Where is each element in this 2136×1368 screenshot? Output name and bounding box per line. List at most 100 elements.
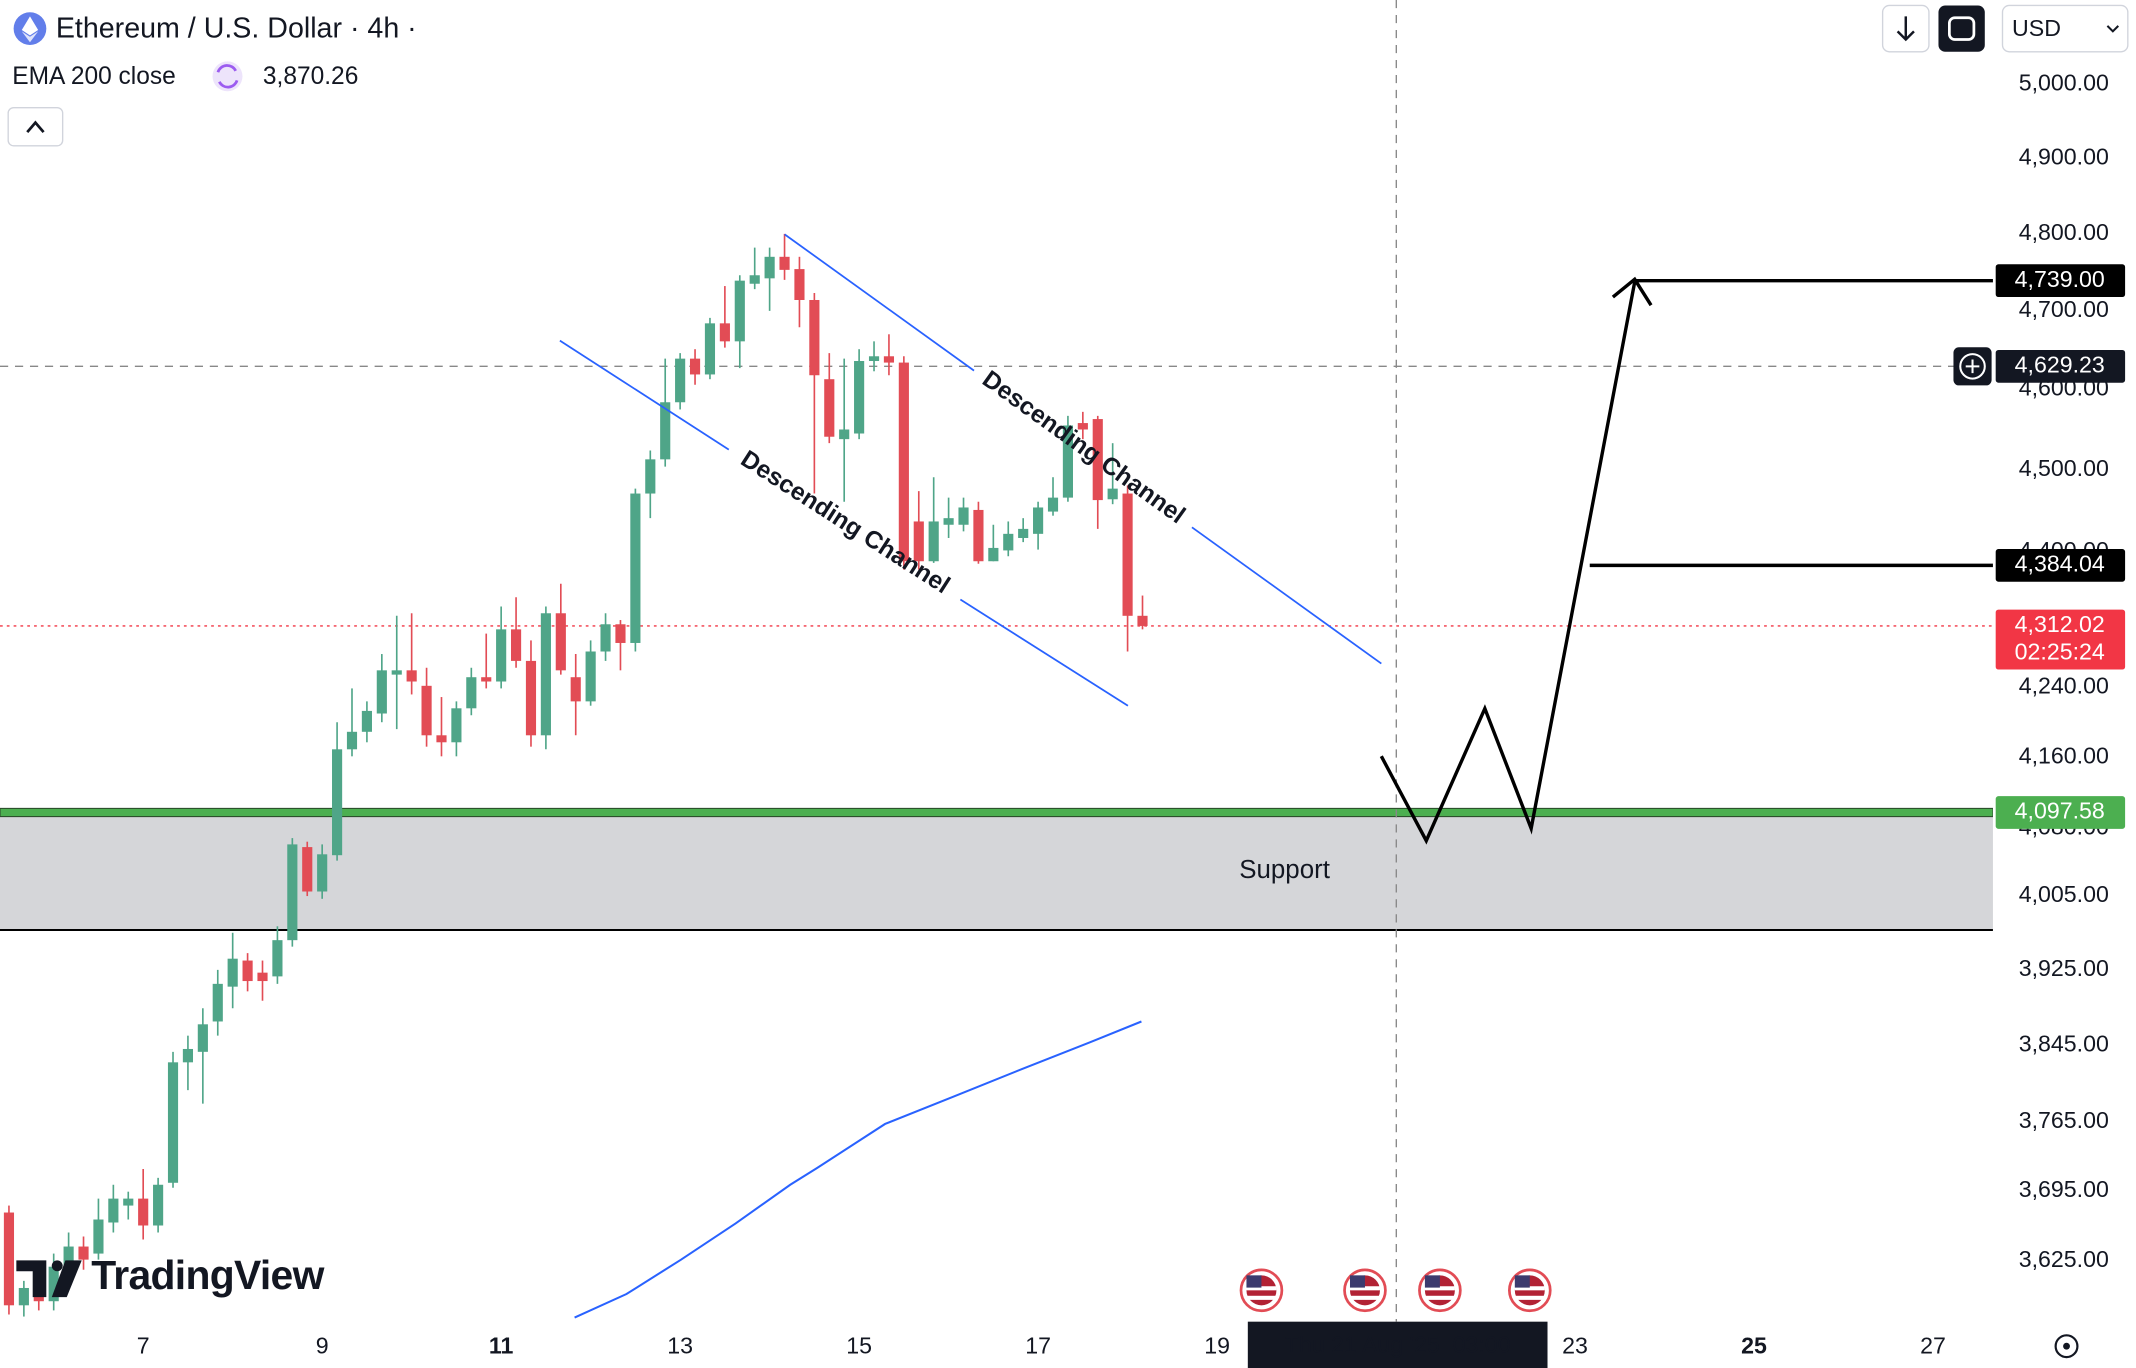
candle-body [630, 493, 641, 643]
crosshair-price-tag: 4,629.23 [2015, 351, 2105, 377]
indicator-icon-glyph [216, 64, 239, 89]
candle-body [108, 1198, 119, 1223]
dropdown-icon [2106, 25, 2120, 33]
candle-body [1077, 423, 1088, 430]
x-tick-label: 17 [1025, 1333, 1051, 1359]
candle-body [1047, 497, 1059, 512]
price-axis-bg [1992, 0, 2136, 1368]
level-tag: 4,384.04 [2015, 550, 2105, 576]
channel-line [1191, 526, 1382, 665]
x-tick-label: 7 [137, 1333, 150, 1359]
y-tick-label: 3,625.00 [2019, 1246, 2109, 1272]
candle-body [764, 256, 775, 279]
support-tag: 4,097.58 [2015, 798, 2105, 824]
candle-body [1137, 615, 1148, 626]
candle-body [3, 1212, 15, 1306]
candle-body [346, 731, 358, 750]
level-tag-bg [1995, 549, 2126, 582]
indicator-name: EMA 200 close [12, 63, 176, 90]
event-flag[interactable] [1239, 1268, 1284, 1313]
logo-text: TradingView [91, 1252, 324, 1298]
countdown: 02:25:24 [2015, 638, 2105, 664]
candle-body [167, 1062, 179, 1183]
event-flag[interactable] [1418, 1268, 1462, 1313]
candle-body [898, 362, 909, 562]
time-axis-bg [0, 1321, 2136, 1368]
candle-body [1062, 425, 1073, 498]
candle-body [302, 847, 313, 892]
y-tick-label: 4,160.00 [2019, 742, 2109, 768]
add-alert-icon [1959, 353, 1986, 380]
candle-body [212, 983, 223, 1022]
candle-body [779, 256, 790, 270]
x-tick-label: 25 [1741, 1333, 1767, 1359]
x-tick-label: 11 [489, 1333, 514, 1359]
candle-body [138, 1198, 149, 1226]
candle-body [704, 323, 716, 375]
y-tick-label: 4,500.00 [2019, 455, 2109, 481]
candle-body [675, 358, 686, 403]
download-icon [1896, 16, 1915, 42]
x-tick-label: 13 [667, 1333, 693, 1359]
level-tag: 4,739.00 [2015, 266, 2105, 292]
candle-body [287, 844, 298, 941]
last-price-tag-bg [1995, 609, 2126, 670]
fullscreen-icon [1948, 16, 1976, 41]
x-tick-label: 15 [846, 1333, 872, 1359]
candle-body [78, 1246, 89, 1260]
candle-body [182, 1048, 194, 1063]
support-zone [0, 812, 1993, 931]
candle-body [421, 685, 432, 736]
y-tick-label: 3,925.00 [2019, 955, 2109, 981]
projection-path [1379, 276, 1653, 845]
candle-body [809, 299, 820, 376]
candle-body [48, 1266, 59, 1302]
candle-body [868, 356, 880, 362]
candle-body [242, 960, 253, 982]
candle-body [973, 509, 984, 562]
candle-body [645, 459, 656, 494]
header: Ethereum / U.S. Dollar · 4h · EMA 200 cl… [7, 4, 2129, 147]
candle-body [1033, 507, 1044, 534]
support-top-line [0, 807, 1994, 818]
ema-line [574, 1020, 1142, 1319]
crosshair-price-tag-bg [1995, 350, 2126, 383]
event-flag[interactable] [1343, 1268, 1387, 1313]
candle-body [1122, 493, 1133, 616]
candle-body [1003, 533, 1014, 551]
candle-body [928, 521, 939, 562]
channel-line [959, 598, 1129, 707]
candle-body [481, 677, 492, 682]
candle-body [510, 629, 522, 661]
settings-icon[interactable] [2054, 1334, 2079, 1359]
candle-body [719, 323, 730, 342]
candle-body [227, 958, 238, 987]
fullscreen-button[interactable] [1938, 5, 1985, 52]
candle-body [555, 613, 566, 671]
level-tag-bg [1995, 264, 2126, 298]
candle-body [123, 1198, 134, 1206]
plot-area: Support [0, 0, 1994, 1322]
x-tick-label: 27 [1920, 1333, 1946, 1359]
candle-body [18, 1287, 29, 1306]
candle-body [734, 280, 745, 342]
x-tick-label: 23 [1562, 1333, 1588, 1359]
candle-body [466, 677, 477, 709]
candle-body [376, 670, 387, 714]
candle-body [257, 972, 268, 982]
candle-body [272, 940, 283, 977]
collapse-button[interactable] [7, 106, 64, 147]
currency-label: USD [2012, 15, 2061, 41]
y-tick-label: 3,765.00 [2019, 1107, 2109, 1133]
event-flag[interactable] [1508, 1268, 1552, 1313]
currency-select[interactable] [2001, 4, 2129, 53]
candle-body [913, 521, 924, 562]
candle-body [585, 651, 596, 702]
candle-body [525, 660, 537, 736]
last-price-tag: 4,312.02 [2015, 611, 2105, 637]
candle-body [958, 507, 969, 525]
candle-body [1107, 488, 1118, 500]
